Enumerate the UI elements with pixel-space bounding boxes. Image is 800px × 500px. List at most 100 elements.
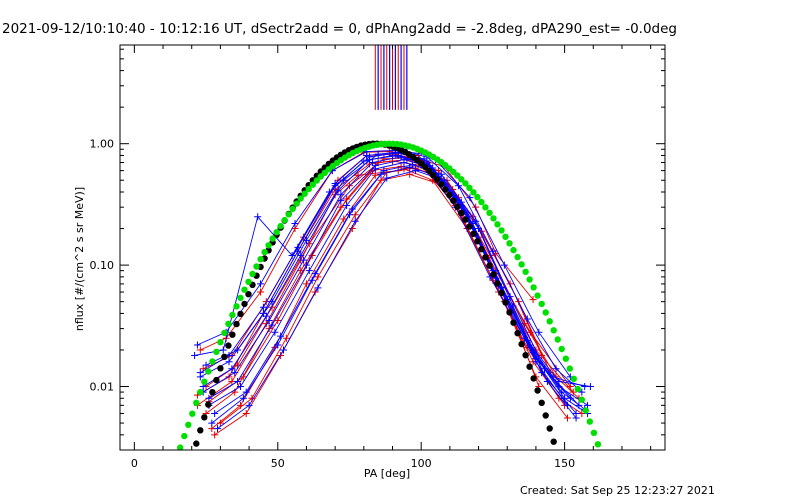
red-data-point bbox=[196, 346, 204, 354]
green-fit-point bbox=[594, 441, 602, 448]
red-data-point bbox=[225, 373, 233, 381]
green-fit-point bbox=[470, 189, 477, 196]
green-fit-point bbox=[454, 172, 461, 179]
blue-data-point bbox=[234, 346, 242, 354]
x-tick-label: 0 bbox=[131, 457, 138, 470]
green-fit-point bbox=[562, 355, 569, 362]
blue-data-point bbox=[584, 401, 592, 409]
red-data-point bbox=[569, 388, 577, 396]
green-fit-point bbox=[197, 388, 204, 396]
green-fit-point bbox=[261, 248, 268, 256]
black-fit-point bbox=[454, 203, 461, 210]
blue-data-point bbox=[363, 151, 371, 159]
green-fit-point bbox=[570, 375, 577, 382]
blue-data-point bbox=[277, 332, 285, 340]
green-fit-point bbox=[582, 407, 589, 414]
blue-data-point bbox=[231, 369, 239, 377]
green-fit-point bbox=[518, 261, 525, 268]
y-tick-label: 0.01 bbox=[90, 381, 115, 394]
blue-data-point bbox=[366, 156, 374, 164]
green-fit-point bbox=[217, 339, 224, 346]
green-fit-point bbox=[574, 385, 581, 393]
blue-data-point bbox=[383, 174, 391, 182]
blue-trace-line bbox=[211, 166, 577, 424]
x-tick-label: 50 bbox=[271, 457, 285, 470]
blue-data-point bbox=[311, 270, 319, 278]
black-fit-point bbox=[510, 319, 517, 326]
green-fit-point bbox=[458, 176, 465, 183]
blue-data-point bbox=[454, 182, 462, 190]
blue-data-point bbox=[191, 352, 199, 360]
blue-data-point bbox=[211, 409, 219, 417]
black-fit-point bbox=[502, 299, 509, 306]
red-data-point bbox=[308, 251, 316, 259]
green-fit-point bbox=[542, 309, 549, 316]
green-fit-point bbox=[181, 432, 188, 440]
blue-data-point bbox=[523, 315, 531, 323]
green-fit-point bbox=[185, 421, 192, 428]
black-fit-point bbox=[213, 376, 220, 384]
black-fit-point bbox=[446, 191, 453, 199]
black-fit-point bbox=[430, 171, 437, 179]
blue-data-point bbox=[294, 243, 302, 251]
blue-data-point bbox=[351, 217, 359, 225]
green-fit-point bbox=[313, 177, 320, 184]
x-axis: 0 50 100 150 bbox=[131, 45, 652, 470]
green-fit-point bbox=[506, 240, 513, 247]
blue-data-point bbox=[466, 194, 474, 202]
black-fit-point bbox=[546, 425, 553, 432]
blue-data-point bbox=[578, 388, 586, 396]
black-fit-point bbox=[538, 399, 545, 406]
blue-data-point bbox=[228, 365, 236, 373]
blue-data-point bbox=[208, 419, 216, 427]
x-axis-label: PA [deg] bbox=[364, 467, 410, 480]
blue-data-point bbox=[489, 247, 497, 255]
blue-data-point bbox=[300, 256, 308, 264]
black-fit-point bbox=[542, 412, 549, 419]
green-fit-point bbox=[189, 410, 196, 417]
green-fit-point bbox=[534, 292, 541, 299]
black-fit-point bbox=[205, 401, 212, 408]
black-fit-point bbox=[490, 271, 497, 278]
blue-data-point bbox=[558, 388, 566, 396]
black-fit-point bbox=[506, 309, 513, 316]
blue-data-point bbox=[214, 425, 222, 433]
green-fit-point bbox=[257, 256, 264, 263]
green-fit-point bbox=[586, 418, 593, 425]
green-fit-point bbox=[309, 181, 316, 188]
blue-data-point bbox=[196, 369, 204, 377]
red-data-point bbox=[262, 320, 270, 328]
black-fit-point bbox=[494, 280, 501, 287]
green-fit-point bbox=[293, 200, 300, 207]
y-axis-label: nflux [#/(cm^2 s sr MeV)] bbox=[73, 187, 86, 331]
blue-data-point bbox=[475, 225, 483, 233]
green-fit-point bbox=[253, 263, 260, 270]
green-fit-point bbox=[249, 270, 256, 278]
green-fit-point bbox=[297, 195, 304, 202]
green-fit-point bbox=[558, 345, 565, 353]
plot-area bbox=[177, 45, 602, 450]
green-fit-point bbox=[502, 233, 509, 240]
y-tick-label: 0.10 bbox=[90, 259, 115, 272]
green-fit-point bbox=[466, 184, 473, 191]
green-fit-point bbox=[566, 365, 573, 372]
red-trace-line bbox=[205, 165, 565, 414]
blue-data-point bbox=[239, 394, 247, 402]
green-fit-point bbox=[273, 229, 280, 236]
green-fit-point bbox=[241, 286, 248, 293]
blue-data-point bbox=[371, 162, 379, 170]
green-fit-point bbox=[237, 294, 244, 302]
red-data-point bbox=[265, 325, 273, 333]
blue-data-point bbox=[400, 156, 408, 164]
green-fit-point bbox=[578, 396, 585, 403]
blue-data-point bbox=[555, 377, 563, 385]
green-fit-point bbox=[269, 235, 276, 242]
red-data-point bbox=[343, 195, 351, 203]
red-data-point bbox=[216, 419, 224, 427]
chart-title: 2021-09-12/10:10:40 - 10:12:16 UT, dSect… bbox=[2, 21, 677, 37]
blue-data-point bbox=[219, 346, 227, 354]
blue-data-point bbox=[245, 401, 253, 409]
blue-data-point bbox=[532, 355, 540, 363]
blue-trace-line bbox=[214, 164, 580, 414]
created-timestamp: Created: Sat Sep 25 12:23:27 2021 bbox=[520, 484, 715, 497]
